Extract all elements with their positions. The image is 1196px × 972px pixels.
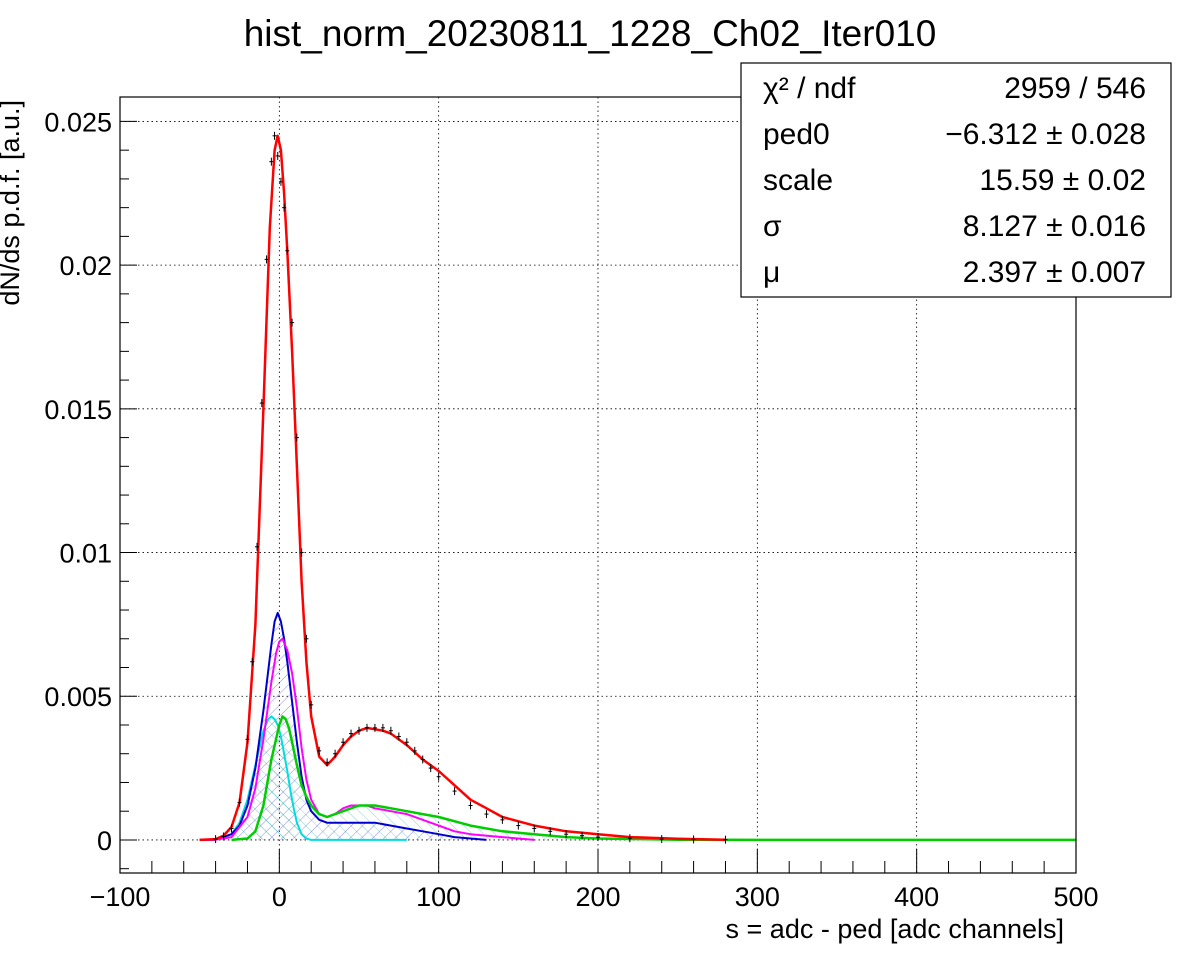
data-point xyxy=(564,830,569,839)
component-2-line xyxy=(199,637,535,841)
data-point xyxy=(229,824,234,833)
stat-value: 15.59 ± 0.02 xyxy=(979,164,1146,197)
x-tick-label: −100 xyxy=(90,882,151,912)
stat-value: −6.312 ± 0.028 xyxy=(945,118,1146,151)
component-4-line xyxy=(199,715,407,841)
data-point xyxy=(349,729,354,738)
data-point xyxy=(272,131,277,140)
x-tick-label: 0 xyxy=(272,882,287,912)
data-point xyxy=(304,634,309,643)
data-point xyxy=(245,735,250,744)
data-point xyxy=(500,815,505,824)
data-point xyxy=(221,832,226,841)
data-point xyxy=(357,726,361,735)
data-point xyxy=(285,246,290,255)
data-point xyxy=(299,548,304,557)
component-4-fill xyxy=(199,716,407,840)
data-point xyxy=(264,255,269,264)
data-point xyxy=(627,834,632,843)
x-tick-label: 100 xyxy=(416,882,461,912)
data-point xyxy=(309,700,314,709)
stat-value: 8.127 ± 0.016 xyxy=(963,210,1146,243)
data-point xyxy=(548,827,553,836)
y-axis-title: dN/ds p.d.f. [a.u.] xyxy=(0,100,25,306)
y-tick-label: 0.02 xyxy=(59,251,112,281)
data-point xyxy=(659,835,664,844)
data-point xyxy=(380,723,385,732)
data-point xyxy=(237,798,242,807)
data-point xyxy=(723,835,728,844)
data-point xyxy=(290,318,295,327)
stat-value: 2.397 ± 0.007 xyxy=(963,256,1146,289)
stats-box-frame xyxy=(740,62,1172,298)
data-point xyxy=(282,203,287,212)
x-tick-label: 300 xyxy=(735,882,780,912)
data-point xyxy=(412,746,417,755)
y-tick-label: 0 xyxy=(97,826,112,856)
data-point xyxy=(580,831,585,840)
y-tick-label: 0.005 xyxy=(44,682,112,712)
component-3-fill xyxy=(231,716,1076,840)
stat-value: 2959 / 546 xyxy=(1004,72,1146,105)
data-point xyxy=(250,657,255,666)
stat-name: σ xyxy=(763,210,782,243)
series-layer xyxy=(199,131,1076,844)
data-point xyxy=(452,787,457,796)
component-1-line xyxy=(199,611,487,841)
data-point xyxy=(278,177,283,186)
data-point xyxy=(484,810,489,819)
data-point xyxy=(420,755,425,764)
y-tick-label: 0.01 xyxy=(59,539,112,569)
data-point xyxy=(596,833,600,842)
data-point xyxy=(275,151,280,160)
data-point xyxy=(213,835,218,844)
data-point xyxy=(341,738,346,747)
x-tick-label: 200 xyxy=(575,882,620,912)
stat-name: scale xyxy=(763,164,833,197)
data-point xyxy=(317,746,322,755)
total-fit-line xyxy=(199,134,726,842)
data-point xyxy=(436,772,441,781)
data-point xyxy=(404,738,409,747)
axes: −100 0 100 200 300 400 500 0 0.005 0.01 0.015 0.02 0… xyxy=(44,107,1098,912)
data-point xyxy=(333,749,338,758)
data-point xyxy=(468,801,473,810)
stat-name: χ² / ndf xyxy=(763,72,856,105)
chart-title: hist_norm_20230811_1228_Ch02_Iter010 xyxy=(244,13,937,54)
data-point xyxy=(532,824,537,833)
data-point xyxy=(428,764,433,773)
component-3-line xyxy=(231,715,1076,842)
fit-statistics-box: χ² / ndf 2959 / 546 ped0 −6.312 ± 0.028 scal… xyxy=(740,62,1172,298)
data-point xyxy=(259,399,264,408)
data-point xyxy=(516,821,521,830)
data-point xyxy=(691,835,696,844)
stat-name: ped0 xyxy=(763,118,830,151)
data-point xyxy=(255,542,260,551)
component-1-fill xyxy=(199,612,487,840)
y-tick-label: 0.025 xyxy=(44,107,112,137)
x-tick-label: 400 xyxy=(894,882,939,912)
component-fills xyxy=(199,612,1076,840)
data-point xyxy=(372,723,377,732)
x-axis-title: s = adc - ped [adc channels] xyxy=(726,914,1064,944)
x-tick-label: 500 xyxy=(1053,882,1098,912)
data-point xyxy=(294,433,299,442)
data-point xyxy=(364,723,369,732)
data-point xyxy=(396,732,401,741)
stat-name: μ xyxy=(763,256,780,289)
data-point xyxy=(388,726,393,735)
data-point xyxy=(325,758,330,767)
y-tick-label: 0.015 xyxy=(44,395,112,425)
data-point xyxy=(269,157,274,166)
